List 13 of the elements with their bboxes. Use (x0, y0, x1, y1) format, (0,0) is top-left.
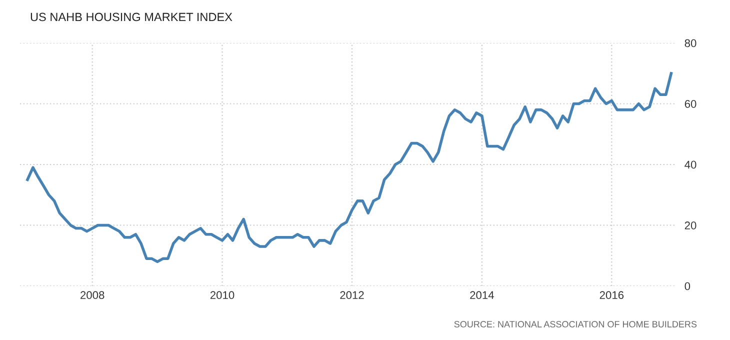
y-tick-label: 0 (684, 282, 690, 290)
x-tick-label: 2014 (470, 291, 494, 300)
y-tick-label: 60 (684, 100, 696, 108)
x-tick-label: 2016 (600, 291, 624, 300)
chart-title: US NAHB HOUSING MARKET INDEX (30, 12, 232, 22)
y-tick-label: 80 (684, 39, 696, 48)
source-note: SOURCE: NATIONAL ASSOCIATION OF HOME BUILDERS (454, 321, 697, 328)
x-tick-label: 2008 (80, 291, 104, 300)
x-tick-label: 2012 (340, 291, 364, 300)
y-tick-label: 20 (684, 222, 696, 230)
y-tick-label: 40 (684, 160, 696, 169)
x-tick-label: 2010 (210, 291, 234, 300)
line-series (26, 72, 673, 264)
